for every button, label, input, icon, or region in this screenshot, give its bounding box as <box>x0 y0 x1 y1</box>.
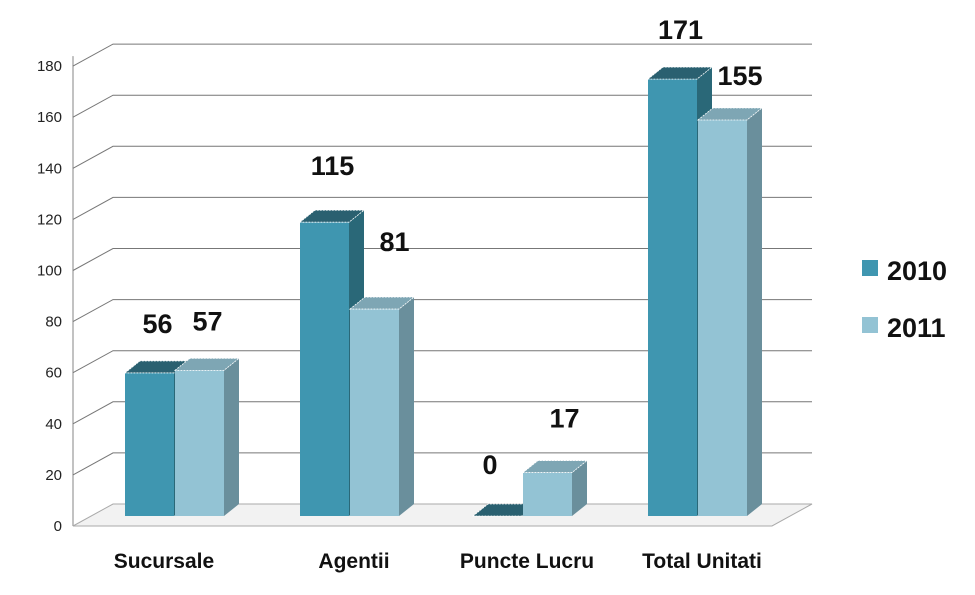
y-tick-label: 80 <box>45 314 62 331</box>
gridline <box>72 350 812 374</box>
gridline <box>72 196 812 220</box>
y-tick-label: 160 <box>37 109 62 126</box>
bar-top <box>173 357 241 371</box>
legend-swatch <box>862 260 878 276</box>
y-tick-label: 40 <box>45 416 62 433</box>
bar <box>521 460 589 516</box>
y-tick-label: 60 <box>45 365 62 382</box>
bars-layer <box>123 66 764 517</box>
gridline <box>72 43 812 67</box>
bar <box>696 107 764 516</box>
y-tick-label: 20 <box>45 467 62 484</box>
y-tick-label: 0 <box>54 518 62 535</box>
data-label: 0 <box>482 450 497 480</box>
bar-side <box>399 297 414 516</box>
gridline <box>72 94 812 118</box>
bar-top <box>471 503 539 517</box>
data-label: 115 <box>311 151 355 181</box>
y-tick-label: 180 <box>37 58 62 75</box>
gridline <box>72 401 812 425</box>
data-labels-layer: 56 57 115 81 0 17 171 155 <box>142 15 762 480</box>
category-labels-layer: Sucursale Agentii Puncte Lucru Total Unitat… <box>114 550 762 573</box>
bar <box>471 503 539 517</box>
legend-swatch <box>862 317 878 333</box>
bar-front <box>300 222 349 517</box>
gridline <box>72 248 812 271</box>
bar-front <box>350 309 399 516</box>
bar-top <box>696 107 764 121</box>
legend-label: 2011 <box>887 313 946 343</box>
grid-layer <box>72 43 813 527</box>
data-label: 155 <box>717 61 762 91</box>
bar-top <box>123 360 191 374</box>
legend: 2010 2011 <box>862 256 947 343</box>
data-label: 17 <box>549 404 579 434</box>
data-label: 171 <box>658 15 703 45</box>
bar-side <box>572 460 587 516</box>
legend-label: 2010 <box>887 256 947 286</box>
x-tick-label: Sucursale <box>114 550 214 573</box>
x-tick-label: Puncte Lucru <box>460 550 594 573</box>
data-label: 81 <box>379 227 409 257</box>
gridline <box>72 145 812 169</box>
data-label: 57 <box>192 306 222 336</box>
bar-side <box>747 107 762 516</box>
gridline <box>72 299 812 323</box>
bar-front <box>523 472 572 516</box>
bar-front <box>175 370 224 516</box>
bar-front <box>698 119 747 516</box>
y-tick-label: 140 <box>37 160 62 177</box>
bar-top <box>348 296 416 310</box>
x-tick-label: Total Unitati <box>642 550 762 573</box>
bar-front <box>125 372 174 516</box>
x-tick-label: Agentii <box>318 550 389 573</box>
bar-side <box>224 358 239 516</box>
gridline <box>72 452 812 476</box>
chart-floor <box>72 503 813 527</box>
data-label: 56 <box>142 309 172 339</box>
bar <box>173 357 241 516</box>
bar-top <box>521 460 589 473</box>
bar <box>348 296 416 516</box>
bar-front <box>648 79 697 516</box>
bar-top <box>646 66 714 80</box>
y-tick-label: 120 <box>37 211 62 228</box>
y-tick-label: 100 <box>37 263 62 280</box>
bar-top <box>298 209 366 223</box>
y-axis-ticks: 0 20 40 60 80 100 120 140 160 180 <box>37 58 62 535</box>
